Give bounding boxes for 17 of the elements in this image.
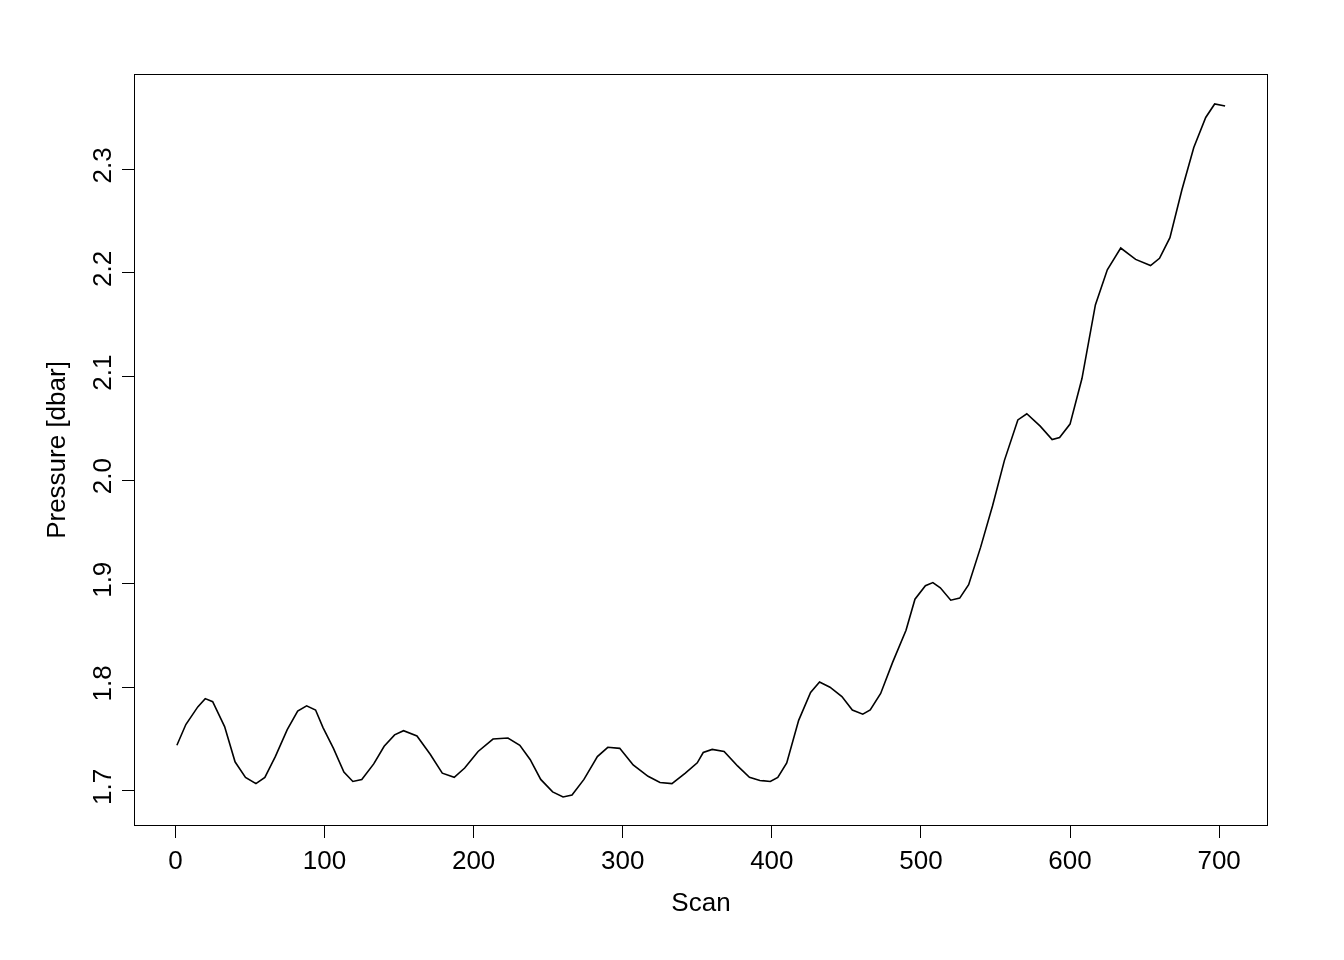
x-tick-label: 200	[451, 845, 496, 876]
x-tick-label: 400	[750, 845, 794, 876]
x-axis-title: Scan	[671, 887, 731, 918]
y-tick-label: 2.1	[87, 354, 118, 391]
x-tick-label: 700	[1197, 845, 1241, 876]
x-tick-label: 0	[168, 845, 183, 876]
y-tick-label: 2.3	[87, 147, 118, 184]
y-tick-label: 1.9	[87, 561, 118, 598]
y-tick-label: 1.7	[87, 768, 118, 805]
y-tick-label: 1.8	[87, 665, 118, 702]
x-tick-label: 500	[899, 845, 943, 876]
x-tick-label: 300	[601, 845, 645, 876]
x-tick-label: 100	[302, 845, 347, 876]
y-tick-label: 2.0	[87, 458, 118, 495]
y-tick-label: 2.2	[87, 250, 118, 288]
x-tick-label: 600	[1048, 845, 1092, 876]
y-axis-title: Pressure [dbar]	[40, 361, 71, 539]
